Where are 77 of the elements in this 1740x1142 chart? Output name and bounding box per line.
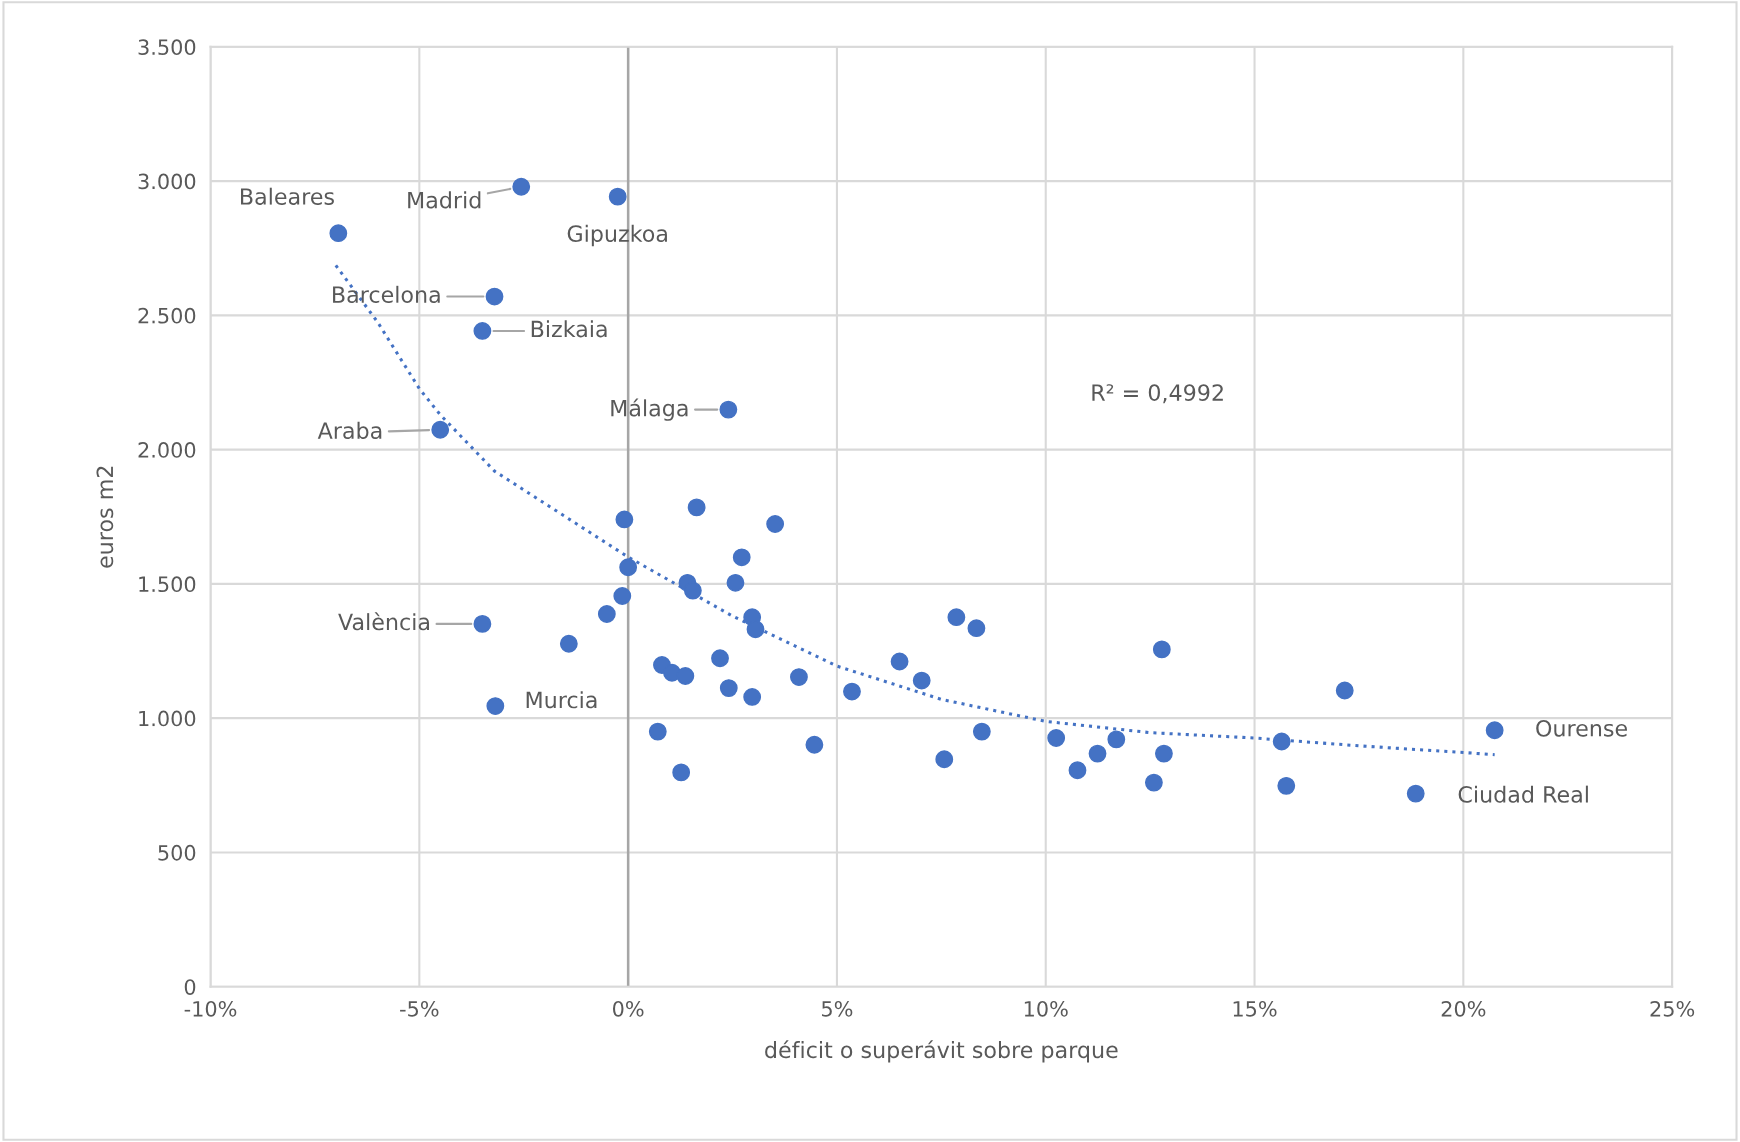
point — [613, 587, 632, 605]
point — [912, 671, 931, 690]
x-tick-label: 15% — [1233, 1000, 1277, 1017]
point — [619, 558, 638, 577]
y-tick-label: 1.500 — [139, 576, 196, 593]
point — [732, 548, 751, 567]
y-tick-label: 3.500 — [138, 39, 196, 56]
point — [743, 688, 762, 706]
y-tick-label: 0 — [184, 979, 196, 995]
point — [473, 322, 492, 340]
point — [512, 177, 531, 196]
point — [1406, 784, 1425, 803]
point — [329, 224, 348, 243]
point — [972, 722, 991, 741]
point — [683, 581, 702, 600]
y-tick-label: 3.000 — [138, 173, 196, 190]
point — [1152, 640, 1171, 659]
point — [615, 510, 634, 529]
y-tick-label: 2.000 — [138, 442, 196, 458]
annotation: Murcia — [526, 691, 597, 709]
point — [597, 605, 616, 623]
point — [805, 735, 824, 754]
y-tick-label: 2.500 — [138, 307, 196, 324]
annotation: Ourense — [1536, 719, 1627, 737]
annotation: Málaga — [611, 398, 688, 421]
x-tick-label: -10% — [184, 1000, 237, 1017]
point — [935, 750, 954, 769]
point — [648, 722, 667, 741]
point — [676, 667, 695, 685]
point — [890, 652, 909, 671]
annotation: València — [338, 612, 429, 631]
y-axis-title: euros m2 — [96, 466, 114, 568]
point — [559, 634, 578, 653]
point — [790, 668, 808, 686]
point — [1485, 721, 1504, 740]
annotation: Ciudad Real — [1458, 785, 1588, 803]
point — [1335, 681, 1354, 700]
point — [967, 619, 986, 638]
point — [608, 187, 627, 206]
annotation: Barcelona — [333, 285, 440, 304]
x-tick-label: 25% — [1650, 1000, 1695, 1017]
annotation: Araba — [317, 421, 382, 439]
annotation: R² = 0,4992 — [1092, 384, 1223, 404]
point — [1155, 744, 1173, 763]
y-tick-label: 1.000 — [139, 710, 196, 727]
point — [1068, 761, 1087, 780]
point — [711, 649, 729, 668]
point — [719, 679, 738, 697]
annotation: Gipuzkoa — [567, 224, 667, 247]
point — [843, 682, 861, 701]
point — [485, 287, 504, 306]
x-axis-title: déficit o superávit sobre parque — [765, 1040, 1118, 1063]
point — [672, 763, 691, 782]
point — [1047, 729, 1066, 747]
x-tick-label: 10% — [1024, 1000, 1068, 1017]
x-tick-label: 5% — [822, 1000, 853, 1017]
point — [947, 608, 966, 627]
point — [726, 573, 745, 592]
y-tick-label: 500 — [158, 844, 196, 861]
point — [473, 614, 492, 633]
x-tick-label: -5% — [400, 1000, 439, 1017]
point — [1088, 744, 1107, 763]
point — [1144, 773, 1163, 792]
point — [1107, 730, 1126, 749]
annotation: Baleares — [241, 187, 334, 205]
point — [746, 620, 765, 639]
point — [431, 420, 450, 439]
point — [486, 697, 505, 715]
point — [1272, 732, 1291, 751]
point — [687, 498, 706, 517]
point — [719, 400, 738, 419]
point — [766, 515, 785, 533]
point — [1277, 776, 1296, 795]
annotation: Madrid — [408, 191, 481, 209]
x-tick-label: 20% — [1441, 1000, 1486, 1017]
annotation: Bizkaia — [531, 320, 607, 338]
x-tick-label: 0% — [612, 1000, 644, 1017]
